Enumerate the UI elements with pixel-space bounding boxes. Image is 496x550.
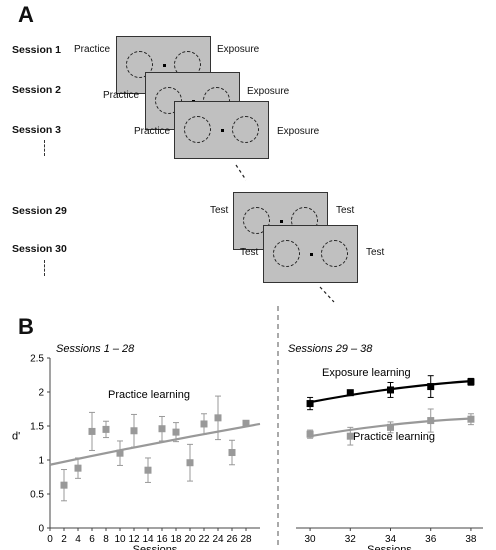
data-point xyxy=(102,425,110,433)
series-label: Exposure learning xyxy=(322,367,411,379)
session-label-1: Session 1 xyxy=(12,44,62,56)
x-tick-label: 28 xyxy=(240,534,252,545)
screen-1-left-label: Practice xyxy=(74,44,111,55)
x-tick-label: 20 xyxy=(184,534,196,545)
y-tick-label: 2.5 xyxy=(30,354,44,365)
x-tick-label: 2 xyxy=(61,534,67,545)
session-label-2: Session 2 xyxy=(12,84,62,96)
dashed-circle xyxy=(126,51,153,78)
session-label-30: Session 30 xyxy=(12,243,67,255)
y-tick-label: 2 xyxy=(38,388,44,399)
dashed-circle xyxy=(273,240,300,267)
x-axis-label: Sessions xyxy=(367,544,412,550)
x-tick-label: 34 xyxy=(385,534,397,545)
panel-a-letter: A xyxy=(18,2,34,27)
data-point xyxy=(116,449,124,457)
fixation-dot xyxy=(163,64,166,67)
data-point xyxy=(60,481,68,489)
fit-curve xyxy=(49,422,261,466)
stimulus-screen-30 xyxy=(263,225,358,283)
dashed-circle xyxy=(232,116,259,143)
chart-title: Sessions 1 – 28 xyxy=(56,343,135,355)
series-label: Practice learning xyxy=(353,431,435,443)
data-point xyxy=(144,466,152,474)
x-axis-label: Sessions xyxy=(133,544,178,550)
data-point xyxy=(228,449,236,457)
stimulus-screen-3 xyxy=(174,101,269,159)
data-point xyxy=(172,428,180,436)
screen-3-left-label: Practice xyxy=(134,126,171,137)
y-tick-label: 1 xyxy=(38,456,44,467)
ellipsis-dots-1 xyxy=(44,140,45,156)
screen-2-left-label: Practice xyxy=(103,90,140,101)
x-tick-label: 16 xyxy=(156,534,168,545)
data-point xyxy=(88,427,96,435)
fixation-dot xyxy=(310,253,313,256)
panel-b-charts: Sessions 1 – 280 2 4 6 8 10 12 14 16 18 20 22 24 26 28… xyxy=(12,306,483,550)
screen-3-right-label: Exposure xyxy=(277,126,320,137)
fixation-dot xyxy=(221,129,224,132)
data-point xyxy=(306,400,314,408)
panel-b-letter: B xyxy=(18,314,34,339)
data-point xyxy=(130,427,138,435)
x-tick-label: 6 xyxy=(89,534,95,545)
data-point xyxy=(74,464,82,472)
data-point xyxy=(200,420,208,428)
dashed-circle xyxy=(321,240,348,267)
screen-29-right-label: Test xyxy=(336,205,355,216)
series-label: Practice learning xyxy=(108,389,190,401)
data-point xyxy=(186,459,194,467)
x-tick-label: 12 xyxy=(128,534,140,545)
chart-title: Sessions 29 – 38 xyxy=(288,343,373,355)
session-label-3: Session 3 xyxy=(12,124,62,136)
dashed-circle xyxy=(243,207,270,234)
x-tick-label: 38 xyxy=(465,534,477,545)
x-tick-label: 24 xyxy=(212,534,224,545)
data-point xyxy=(387,386,395,394)
x-tick-label: 36 xyxy=(425,534,437,545)
x-tick-label: 32 xyxy=(345,534,357,545)
x-tick-label: 26 xyxy=(226,534,238,545)
x-tick-label: 8 xyxy=(103,534,109,545)
data-point xyxy=(346,389,354,397)
screen-1-right-label: Exposure xyxy=(217,44,260,55)
x-tick-label: 14 xyxy=(142,534,154,545)
x-tick-label: 30 xyxy=(305,534,317,545)
dashed-circle xyxy=(184,116,211,143)
y-tick-label: 0 xyxy=(38,524,44,535)
data-point xyxy=(158,425,166,433)
x-tick-label: 4 xyxy=(75,534,81,545)
ellipsis-dots-2 xyxy=(44,260,45,276)
data-point xyxy=(242,419,250,427)
y-tick-label: 1.5 xyxy=(30,422,44,433)
x-tick-label: 0 xyxy=(47,534,53,545)
fixation-dot xyxy=(280,220,283,223)
screen-2-right-label: Exposure xyxy=(247,86,290,97)
x-tick-label: 18 xyxy=(170,534,182,545)
screen-30-left-label: Test xyxy=(240,247,259,258)
data-point xyxy=(306,430,314,438)
screen-30-right-label: Test xyxy=(366,247,385,258)
data-point xyxy=(467,378,475,386)
y-tick-label: 0.5 xyxy=(30,490,44,501)
session-label-29: Session 29 xyxy=(12,205,67,217)
data-point xyxy=(387,423,395,431)
data-point xyxy=(427,417,435,425)
continuation-dashes xyxy=(235,164,335,303)
dashed-circle xyxy=(155,87,182,114)
data-point xyxy=(214,414,222,422)
data-point xyxy=(346,432,354,440)
data-point xyxy=(467,415,475,423)
data-point xyxy=(427,383,435,391)
x-tick-label: 22 xyxy=(198,534,210,545)
screen-29-left-label: Test xyxy=(210,205,229,216)
y-axis-label: d' xyxy=(12,431,20,443)
x-tick-label: 10 xyxy=(114,534,126,545)
